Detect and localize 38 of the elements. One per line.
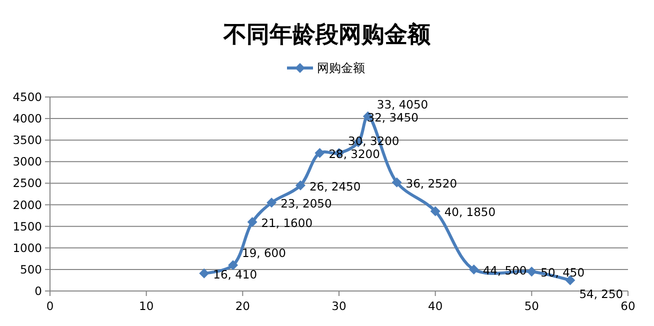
chart-title: 不同年龄段网购金额 (222, 21, 432, 48)
y-tick-label: 4000 (12, 112, 42, 126)
y-tick-label: 1000 (12, 240, 42, 255)
x-tick-label: 30 (332, 299, 346, 313)
point (228, 260, 238, 270)
y-tick-label: 2500 (12, 176, 42, 190)
y-tick-label: 3000 (12, 154, 42, 169)
x-tick-label: 10 (139, 299, 154, 313)
point (430, 206, 440, 216)
data-label: 26, 2450 (309, 179, 361, 194)
data-label: 16, 410 (213, 267, 258, 282)
y-tick-label: 3500 (12, 133, 42, 148)
point (392, 177, 402, 188)
data-label: 40, 1850 (444, 205, 496, 220)
data-label: 23, 2050 (280, 196, 332, 211)
x-tick-label: 0 (46, 299, 54, 313)
x-tick-label: 50 (524, 299, 539, 313)
y-tick-label: 500 (20, 262, 42, 276)
data-label: 36, 2520 (406, 176, 458, 190)
x-tick-label: 40 (428, 299, 443, 313)
data-label: 19, 600 (242, 246, 286, 260)
point (526, 266, 537, 277)
point (247, 217, 258, 228)
x-tick-label: 20 (235, 299, 250, 313)
point (295, 180, 306, 190)
legend-label: 网购金额 (317, 61, 365, 75)
y-tick-label: 2000 (12, 198, 42, 212)
y-tick-label: 0 (34, 284, 42, 298)
point (266, 198, 277, 208)
point (314, 148, 325, 158)
x-tick-label: 60 (620, 299, 636, 313)
point (468, 264, 479, 274)
point (199, 268, 210, 278)
data-label: 33, 4050 (376, 97, 428, 112)
y-tick-label: 1500 (12, 219, 42, 234)
data-label: 54, 250 (579, 287, 624, 302)
y-tick-label: 4500 (12, 90, 42, 104)
data-label: 21, 1600 (261, 216, 313, 230)
